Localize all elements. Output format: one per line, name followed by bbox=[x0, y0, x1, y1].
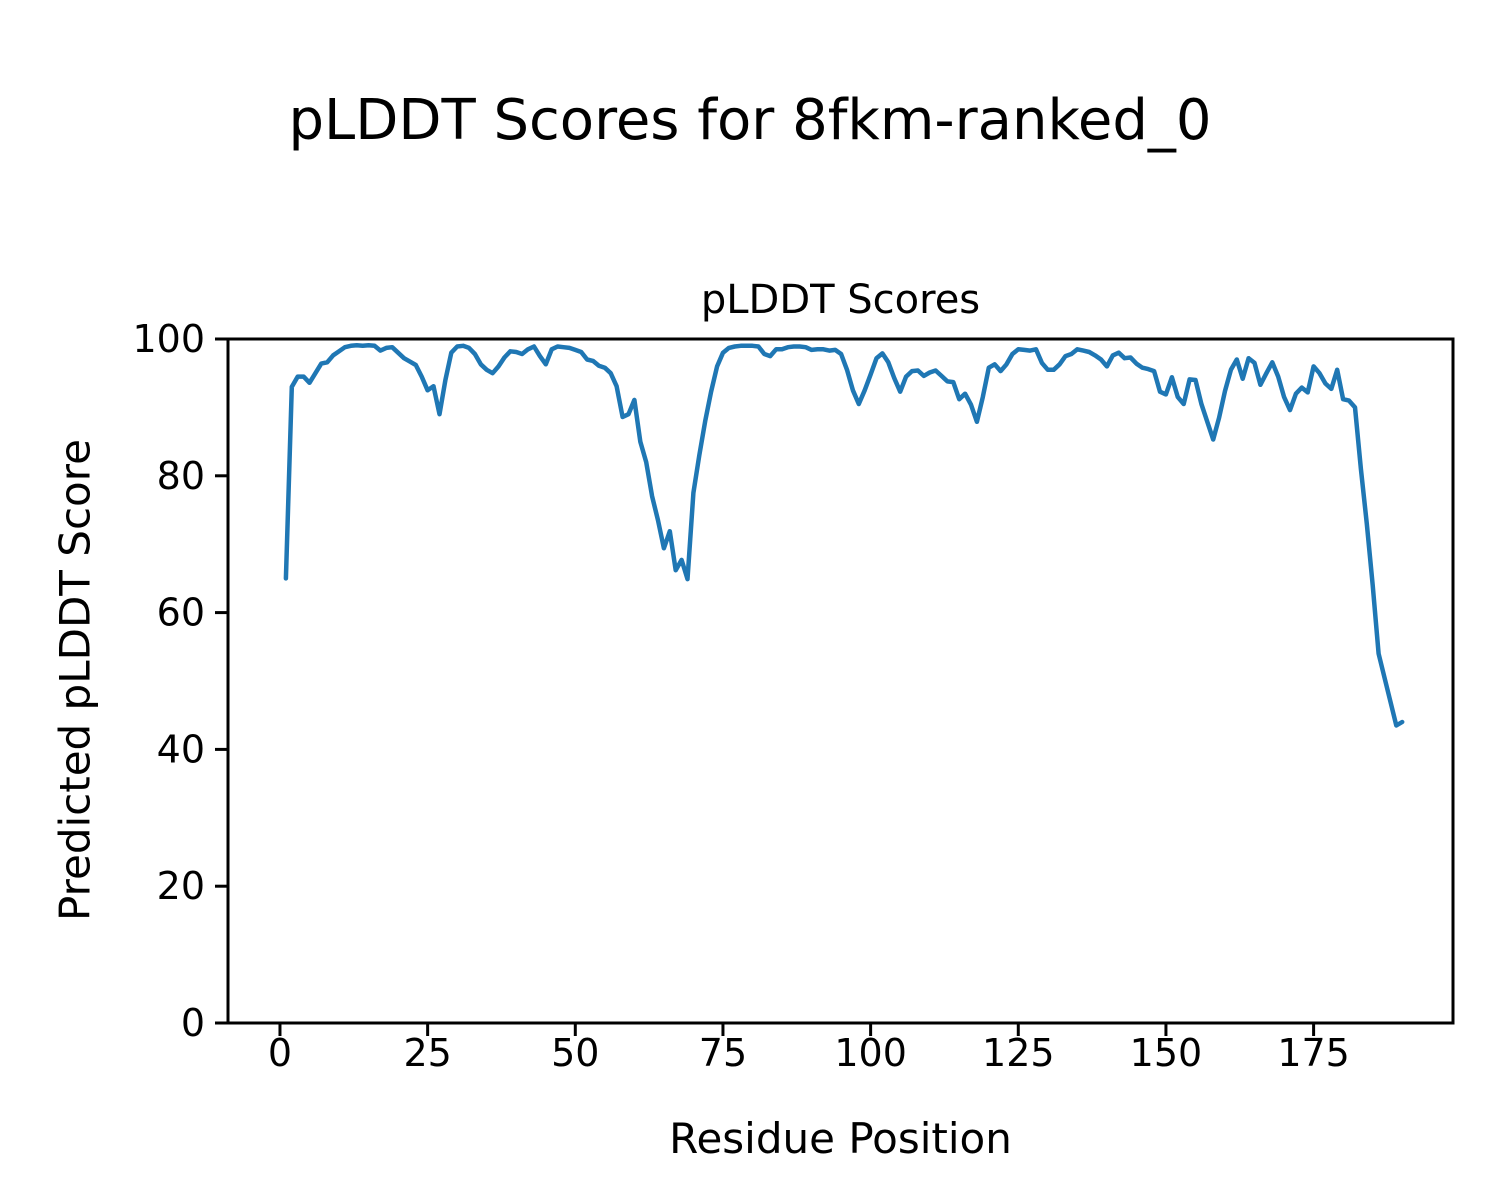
y-axis-label: Predicted pLDDT Score bbox=[50, 439, 100, 921]
y-tick-label: 100 bbox=[132, 317, 205, 361]
y-tick-label: 40 bbox=[157, 727, 205, 771]
y-tick-label: 60 bbox=[157, 591, 205, 635]
y-tick-label: 0 bbox=[181, 1001, 205, 1045]
y-tick-label: 80 bbox=[157, 454, 205, 498]
x-tick-label: 0 bbox=[268, 1031, 292, 1075]
x-axis-label: Residue Position bbox=[669, 1114, 1012, 1163]
x-tick-label: 75 bbox=[699, 1031, 747, 1075]
figure-title: pLDDT Scores for 8fkm-ranked_0 bbox=[288, 88, 1212, 153]
x-tick-label: 175 bbox=[1277, 1031, 1350, 1075]
x-tick-label: 150 bbox=[1130, 1031, 1203, 1075]
y-tick-label: 20 bbox=[157, 864, 205, 908]
x-tick-label: 100 bbox=[834, 1031, 907, 1075]
axes-frame bbox=[226, 337, 1455, 1025]
x-tick-label: 125 bbox=[982, 1031, 1055, 1075]
x-tick-label: 25 bbox=[403, 1031, 451, 1075]
axes-title: pLDDT Scores bbox=[700, 277, 981, 323]
x-tick-label: 50 bbox=[551, 1031, 599, 1075]
plddt-line bbox=[283, 342, 1405, 728]
